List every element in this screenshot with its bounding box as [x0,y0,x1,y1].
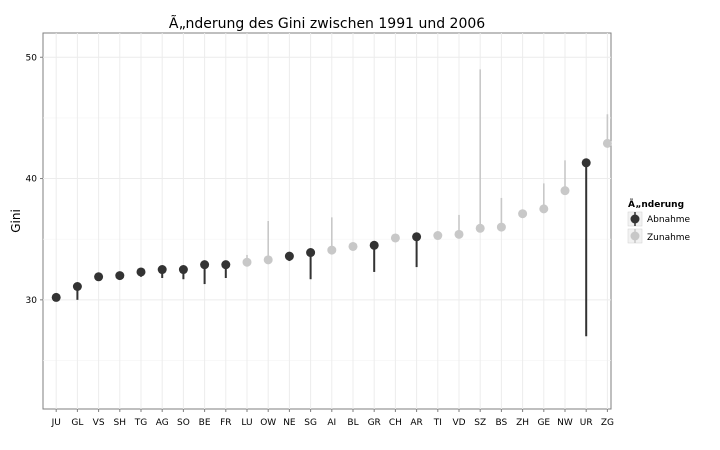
x-tick-label: GL [71,418,83,428]
grid-layer [43,33,611,409]
x-tick-label: CH [389,418,402,428]
data-point-sg [306,248,316,258]
x-tick-label: SG [304,418,317,428]
data-point-ti [433,231,443,241]
legend-key-point-abnahme [630,214,640,224]
data-point-bl [348,241,358,251]
data-point-gr [369,240,379,250]
data-point-so [178,265,188,275]
chart-title: Ã„nderung des Gini zwischen 1991 und 200… [169,15,485,32]
legend-item-abnahme: Abnahme [627,211,691,227]
legend-item-zunahme: Zunahme [627,228,691,244]
x-tick-label: VD [452,418,465,428]
data-point-sz [475,223,485,233]
data-point-be [200,260,210,270]
y-tick-label: 30 [26,296,38,306]
x-tick-label: SZ [474,418,486,428]
data-point-ne [284,251,294,261]
x-tick-label: GR [368,418,381,428]
data-points [51,138,612,302]
x-tick-label: UR [580,418,593,428]
x-tick-label: SO [177,418,190,428]
data-point-ag [157,265,167,275]
legend-label-abnahme: Abnahme [647,215,691,225]
x-tick-label: BS [496,418,508,428]
y-tick-label: 50 [26,53,38,63]
data-point-nw [560,186,570,196]
data-point-bs [496,222,506,232]
data-point-lu [242,257,252,267]
x-tick-label: VS [93,418,105,428]
x-tick-label: LU [241,418,252,428]
data-point-ai [327,245,337,255]
data-point-zh [518,209,528,219]
data-point-vd [454,229,464,239]
x-tick-label: AG [156,418,169,428]
x-tick-label: NE [283,418,296,428]
legend-title: Ã„nderung [628,199,684,210]
data-point-sh [115,271,125,281]
x-tick-label: ZG [601,418,614,428]
x-tick-label: JU [51,418,61,428]
plot-panel [42,32,612,410]
data-point-ge [539,204,549,214]
data-point-tg [136,267,146,277]
x-tick-label: SH [114,418,126,428]
data-point-ju [51,292,61,302]
x-tick-label: OW [260,418,276,428]
y-axis-title: Gini [9,209,23,233]
data-point-ch [390,233,400,243]
x-tick-label: BL [347,418,358,428]
data-point-ow [263,255,273,265]
x-tick-label: ZH [516,418,529,428]
x-tick-label: NW [557,418,573,428]
x-tick-label: BE [199,418,211,428]
legend-key-point-zunahme [630,231,640,241]
data-point-fr [221,260,231,270]
data-point-ar [412,232,422,242]
x-tick-label: AI [327,418,336,428]
data-point-vs [94,272,104,282]
y-axis: 30 40 50 [26,53,43,306]
x-tick-label: TI [433,418,442,428]
data-point-ur [581,158,591,168]
x-tick-label: TG [134,418,147,428]
legend: Ã„nderung Abnahme Zunahme [627,199,691,244]
x-tick-label: FR [220,418,231,428]
y-tick-label: 40 [26,175,38,185]
data-point-gl [72,281,82,291]
data-point-zg [602,138,612,148]
x-tick-label: GE [537,418,550,428]
x-axis: JU GL VS SH TG AG SO BE FR LU OW NE SG AI BL GR CH AR TI VD… [51,409,614,428]
legend-label-zunahme: Zunahme [647,233,691,243]
x-tick-label: AR [410,418,422,428]
